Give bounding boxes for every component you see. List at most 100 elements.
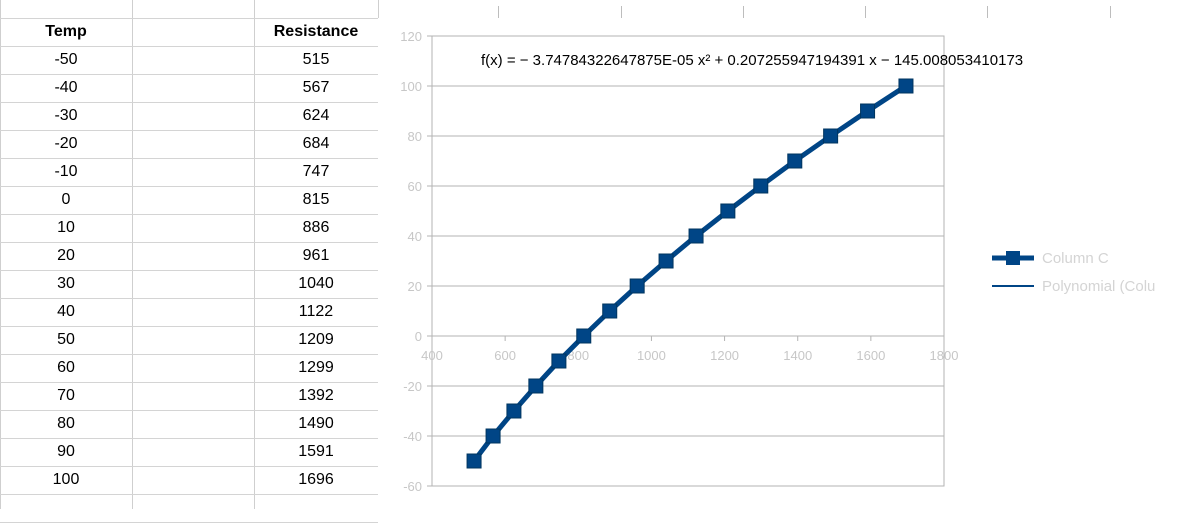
row-divider bbox=[0, 158, 378, 159]
data-point-marker bbox=[860, 103, 876, 119]
column-divider bbox=[0, 0, 1, 509]
y-tick-label: 120 bbox=[400, 29, 422, 44]
x-tick-label: 600 bbox=[494, 348, 516, 363]
row-divider bbox=[0, 186, 378, 187]
data-point-marker bbox=[602, 303, 618, 319]
chart-area[interactable]: 120 100 80 60 40 20 0 -20 -40 -60 400 600 800 1000 120… bbox=[378, 18, 1182, 509]
column-divider bbox=[743, 6, 744, 20]
resistance-cell[interactable]: 886 bbox=[302, 219, 330, 236]
data-point-marker bbox=[466, 453, 482, 469]
resistance-cell[interactable]: 1122 bbox=[298, 303, 334, 320]
temp-cell[interactable]: 60 bbox=[57, 359, 75, 376]
header-cell-temp[interactable]: Temp bbox=[45, 23, 87, 40]
row-divider bbox=[0, 494, 378, 495]
resistance-cell[interactable]: 1040 bbox=[298, 275, 334, 292]
resistance-cell[interactable]: 747 bbox=[302, 163, 330, 180]
data-point-marker bbox=[688, 228, 704, 244]
temp-cell[interactable]: -30 bbox=[54, 107, 78, 124]
data-point-marker bbox=[753, 178, 769, 194]
data-point-marker bbox=[787, 153, 803, 169]
row-divider bbox=[0, 298, 378, 299]
row-divider bbox=[0, 130, 378, 131]
data-point-marker bbox=[551, 353, 567, 369]
resistance-cell[interactable]: 624 bbox=[302, 107, 330, 124]
row-divider bbox=[0, 326, 378, 327]
column-divider bbox=[132, 0, 133, 509]
row-divider bbox=[0, 270, 378, 271]
temp-cell[interactable]: -20 bbox=[54, 135, 78, 152]
y-tick-label: 80 bbox=[408, 129, 422, 144]
column-divider bbox=[1110, 6, 1111, 20]
resistance-cell[interactable]: 1696 bbox=[298, 471, 334, 488]
row-divider bbox=[0, 214, 378, 215]
y-tick-label: 100 bbox=[400, 79, 422, 94]
row-divider bbox=[0, 466, 378, 467]
column-divider bbox=[498, 6, 499, 20]
y-tick-label: 40 bbox=[408, 229, 422, 244]
data-point-marker bbox=[823, 128, 839, 144]
data-point-marker bbox=[485, 428, 501, 444]
trendline-equation: f(x) = − 3.74784322647875E-05 x² + 0.207… bbox=[481, 52, 1023, 69]
y-tick-label: -40 bbox=[403, 429, 422, 444]
resistance-cell[interactable]: 1299 bbox=[298, 359, 334, 376]
data-point-marker bbox=[506, 403, 522, 419]
resistance-cell[interactable]: 961 bbox=[302, 247, 330, 264]
column-divider bbox=[865, 6, 866, 20]
temp-cell[interactable]: 0 bbox=[61, 191, 71, 208]
resistance-cell[interactable]: 567 bbox=[302, 79, 330, 96]
temp-cell[interactable]: 20 bbox=[57, 247, 75, 264]
temp-cell[interactable]: -50 bbox=[54, 51, 78, 68]
data-point-marker bbox=[629, 278, 645, 294]
resistance-cell[interactable]: 684 bbox=[302, 135, 330, 152]
temp-cell[interactable]: 80 bbox=[57, 415, 75, 432]
data-point-marker bbox=[898, 78, 914, 94]
column-divider bbox=[254, 0, 255, 509]
x-tick-label: 1400 bbox=[783, 348, 812, 363]
legend-label-polynomial: Polynomial (Colu bbox=[1042, 278, 1155, 295]
temp-cell[interactable]: -40 bbox=[54, 79, 78, 96]
column-divider bbox=[987, 6, 988, 20]
y-tick-label: -60 bbox=[403, 479, 422, 494]
row-divider bbox=[0, 382, 378, 383]
temp-cell[interactable]: 30 bbox=[57, 275, 75, 292]
legend-label-column-c: Column C bbox=[1042, 250, 1109, 267]
temp-cell[interactable]: 50 bbox=[57, 331, 75, 348]
data-point-marker bbox=[720, 203, 736, 219]
column-divider bbox=[621, 6, 622, 20]
row-divider bbox=[0, 354, 378, 355]
legend-swatch-marker bbox=[1006, 251, 1020, 265]
temp-cell[interactable]: 10 bbox=[57, 219, 75, 236]
y-tick-label: -20 bbox=[403, 379, 422, 394]
resistance-cell[interactable]: 1591 bbox=[298, 443, 334, 460]
x-tick-label: 1200 bbox=[710, 348, 739, 363]
temp-cell[interactable]: 90 bbox=[57, 443, 75, 460]
scatter-line-chart[interactable]: 120 100 80 60 40 20 0 -20 -40 -60 400 600 800 1000 120… bbox=[378, 18, 1182, 509]
x-tick-label: 1000 bbox=[637, 348, 666, 363]
series-line-column-c bbox=[472, 83, 908, 463]
y-tick-label: 20 bbox=[408, 279, 422, 294]
temp-cell[interactable]: 100 bbox=[52, 471, 80, 488]
resistance-cell[interactable]: 515 bbox=[302, 51, 330, 68]
temp-cell[interactable]: 40 bbox=[57, 303, 75, 320]
resistance-cell[interactable]: 1209 bbox=[298, 331, 334, 348]
row-divider bbox=[0, 410, 378, 411]
row-divider bbox=[0, 74, 378, 75]
header-cell-resistance[interactable]: Resistance bbox=[273, 23, 359, 40]
data-point-marker bbox=[528, 378, 544, 394]
temp-cell[interactable]: 70 bbox=[57, 387, 75, 404]
row-divider bbox=[0, 242, 378, 243]
x-tick-label: 1600 bbox=[856, 348, 885, 363]
row-divider bbox=[0, 438, 378, 439]
x-tick-label: 400 bbox=[421, 348, 443, 363]
data-point-marker bbox=[658, 253, 674, 269]
temp-cell[interactable]: -10 bbox=[54, 163, 78, 180]
resistance-cell[interactable]: 1490 bbox=[298, 415, 334, 432]
x-tick-label: 800 bbox=[567, 348, 589, 363]
row-divider bbox=[0, 46, 378, 47]
resistance-cell[interactable]: 815 bbox=[302, 191, 330, 208]
resistance-cell[interactable]: 1392 bbox=[298, 387, 334, 404]
row-divider bbox=[0, 102, 378, 103]
y-tick-label: 0 bbox=[415, 329, 422, 344]
y-tick-label: 60 bbox=[408, 179, 422, 194]
data-point-marker bbox=[576, 328, 592, 344]
